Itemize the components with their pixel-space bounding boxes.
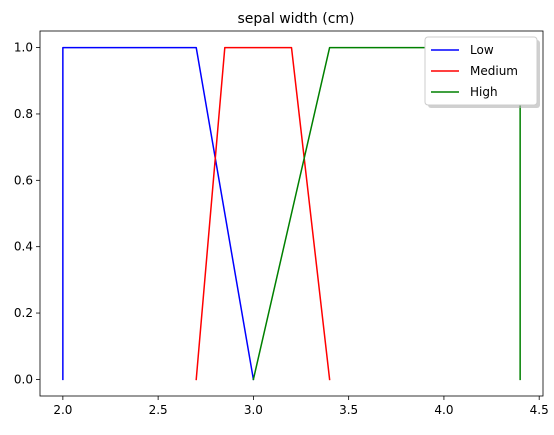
series-line-medium	[195, 46, 331, 381]
legend-label-medium: Medium	[470, 64, 518, 78]
y-tick-label: 0.2	[14, 306, 33, 320]
legend-label-low: Low	[470, 43, 494, 57]
x-tick-label: 3.5	[339, 403, 358, 417]
y-tick-label: 0.4	[14, 240, 33, 254]
y-tick-label: 0.0	[14, 372, 33, 386]
axes-frame	[39, 30, 544, 397]
legend-label-high: High	[470, 85, 498, 99]
legend-box	[424, 36, 538, 106]
x-tick-label: 2.0	[53, 403, 72, 417]
axes: 2.0 2.5 3.0 3.5 4.0 4.5 0.0 0.2 0.4 0.6 0.8 1.0	[14, 30, 549, 417]
x-tick-label: 3.0	[244, 403, 263, 417]
x-tick-label: 4.0	[434, 403, 453, 417]
y-tick-label: 1.0	[14, 41, 33, 55]
x-tick-label: 4.5	[530, 403, 549, 417]
y-tick-label: 0.8	[14, 107, 33, 121]
series-line-low	[62, 46, 255, 381]
chart-title: sepal width (cm)	[237, 11, 354, 27]
legend: Low Medium High	[424, 36, 540, 108]
y-tick-label: 0.6	[14, 173, 33, 187]
x-tick-label: 2.5	[149, 403, 168, 417]
